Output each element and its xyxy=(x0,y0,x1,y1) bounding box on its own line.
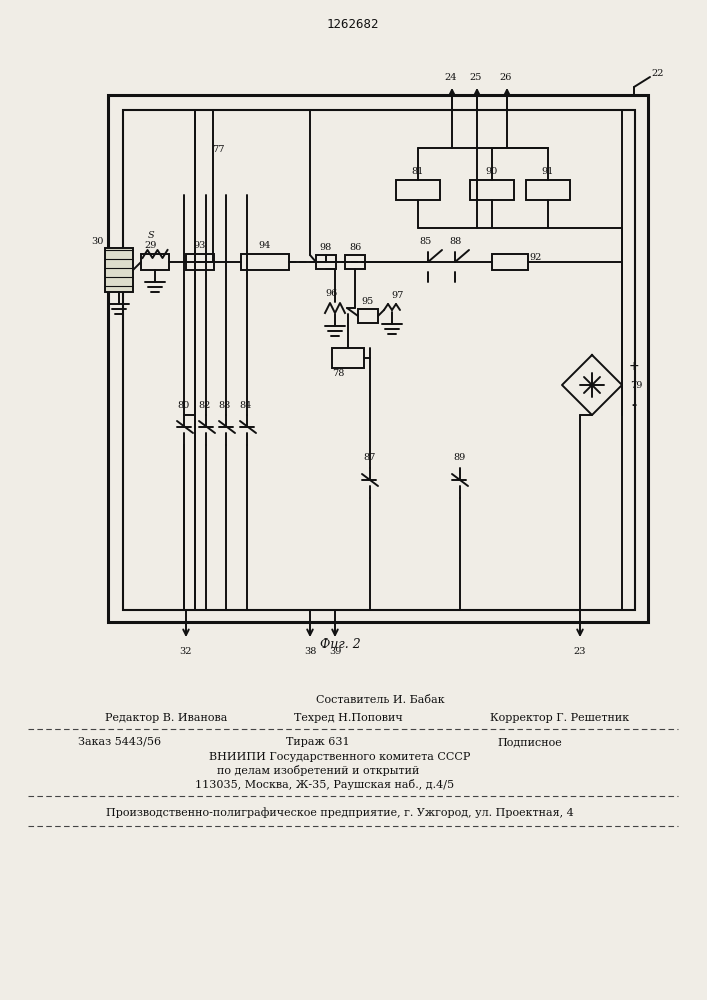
Text: 85: 85 xyxy=(420,237,432,246)
Text: Заказ 5443/56: Заказ 5443/56 xyxy=(78,737,161,747)
Bar xyxy=(316,255,336,269)
Text: 26: 26 xyxy=(500,73,512,82)
Text: 89: 89 xyxy=(454,454,466,462)
Text: 1262682: 1262682 xyxy=(327,18,379,31)
Text: 113035, Москва, Ж-35, Раушская наб., д.4/5: 113035, Москва, Ж-35, Раушская наб., д.4… xyxy=(195,780,455,790)
Text: Производственно-полиграфическое предприятие, г. Ужгород, ул. Проектная, 4: Производственно-полиграфическое предприя… xyxy=(106,808,574,818)
Text: 84: 84 xyxy=(240,400,252,410)
Bar xyxy=(345,255,365,269)
Text: +: + xyxy=(629,360,639,373)
Text: 22: 22 xyxy=(652,68,665,78)
Text: 25: 25 xyxy=(470,73,482,82)
Bar xyxy=(470,180,514,200)
Text: 97: 97 xyxy=(392,292,404,300)
Text: 90: 90 xyxy=(486,167,498,176)
Bar xyxy=(526,180,570,200)
Bar xyxy=(358,309,378,323)
Text: 32: 32 xyxy=(180,648,192,656)
Bar xyxy=(123,110,635,610)
Text: 96: 96 xyxy=(325,290,337,298)
Bar xyxy=(396,180,440,200)
Text: Составитель И. Бабак: Составитель И. Бабак xyxy=(316,695,444,705)
Text: 77: 77 xyxy=(212,145,224,154)
Text: 23: 23 xyxy=(574,648,586,656)
Text: 78: 78 xyxy=(332,369,344,378)
Bar xyxy=(141,254,169,270)
Text: Корректор Г. Решетник: Корректор Г. Решетник xyxy=(491,713,629,723)
Text: 93: 93 xyxy=(194,241,206,250)
Text: 24: 24 xyxy=(445,73,457,82)
Text: -: - xyxy=(631,398,636,412)
Text: по делам изобретений и открытий: по делам изобретений и открытий xyxy=(217,766,419,776)
Text: 80: 80 xyxy=(177,400,189,410)
Text: Редактор В. Иванова: Редактор В. Иванова xyxy=(105,713,228,723)
Text: 38: 38 xyxy=(304,648,316,656)
Text: 79: 79 xyxy=(630,380,642,389)
Text: 39: 39 xyxy=(329,648,341,656)
Text: Техред Н.Попович: Техред Н.Попович xyxy=(293,713,402,723)
Text: 30: 30 xyxy=(90,237,103,246)
Text: 98: 98 xyxy=(320,243,332,252)
Text: 29: 29 xyxy=(145,241,157,250)
Bar xyxy=(492,254,528,270)
Text: 82: 82 xyxy=(199,400,211,410)
Text: S: S xyxy=(148,232,154,240)
Text: Тираж 631: Тираж 631 xyxy=(286,737,350,747)
Text: 92: 92 xyxy=(530,252,542,261)
Text: Фиг. 2: Фиг. 2 xyxy=(320,639,361,652)
Bar xyxy=(186,254,214,270)
Text: 94: 94 xyxy=(259,241,271,250)
Text: Подписное: Подписное xyxy=(498,737,562,747)
Text: ВНИИПИ Государственного комитета СССР: ВНИИПИ Государственного комитета СССР xyxy=(209,752,471,762)
Text: 95: 95 xyxy=(362,298,374,306)
Text: 83: 83 xyxy=(218,400,231,410)
Bar xyxy=(332,348,364,368)
Bar xyxy=(108,95,648,622)
Bar xyxy=(105,248,133,292)
Text: 81: 81 xyxy=(411,167,424,176)
Text: 87: 87 xyxy=(364,454,376,462)
Bar xyxy=(241,254,289,270)
Text: 88: 88 xyxy=(449,237,461,246)
Text: 86: 86 xyxy=(349,243,361,252)
Text: 91: 91 xyxy=(542,167,554,176)
